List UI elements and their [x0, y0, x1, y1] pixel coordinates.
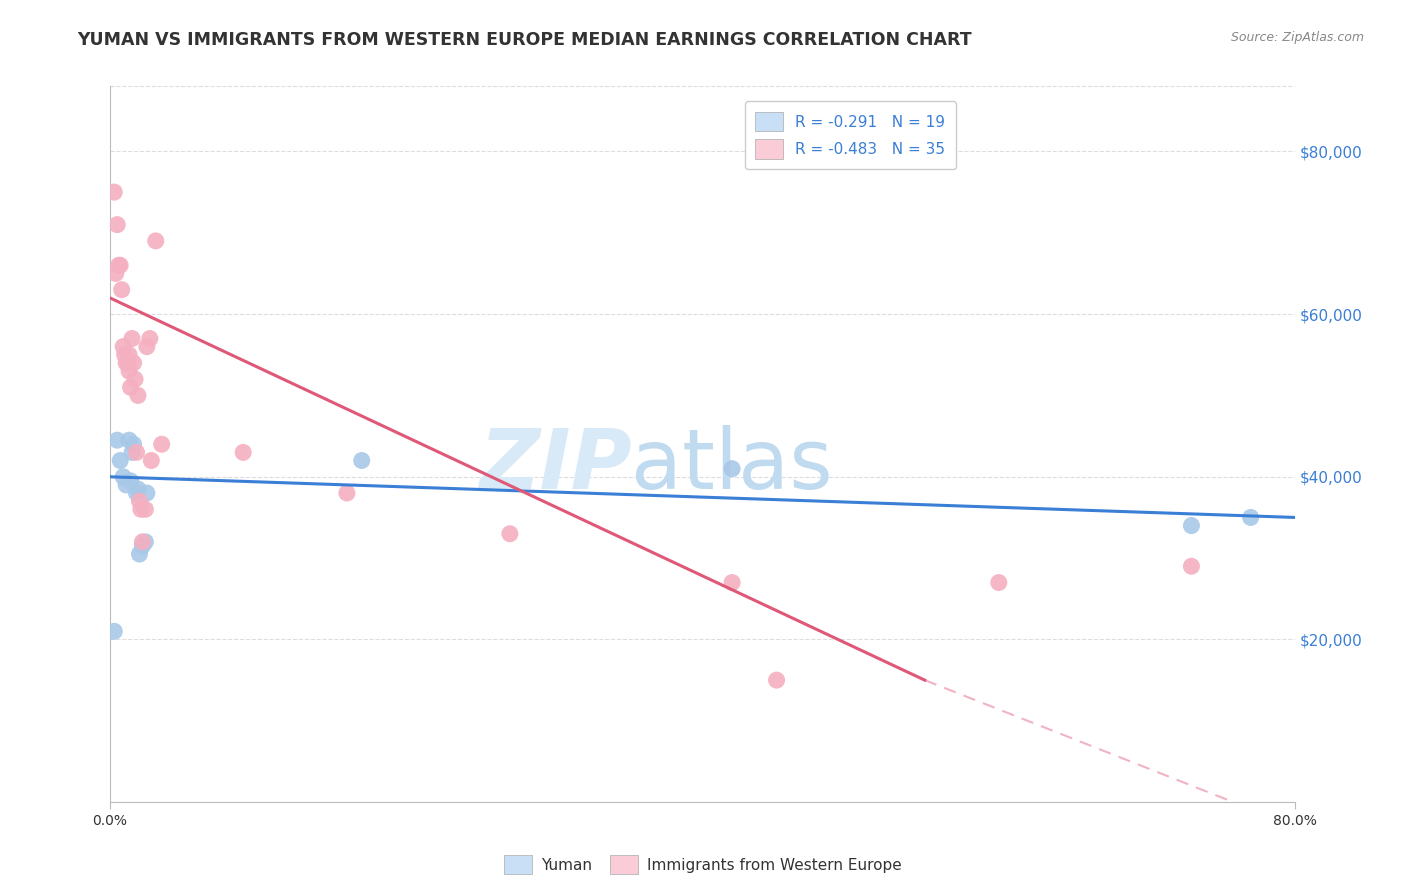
Point [150, 437, 173, 451]
Text: atlas: atlas [631, 425, 834, 507]
Point [124, 372, 146, 386]
Point [134, 502, 156, 516]
Point [112, 340, 135, 354]
Point [118, 433, 141, 447]
Point [118, 364, 141, 378]
Point [121, 331, 143, 345]
Legend: Yuman, Immigrants from Western Europe: Yuman, Immigrants from Western Europe [498, 849, 908, 880]
Point [115, 478, 138, 492]
Point [127, 388, 149, 402]
Point [125, 486, 148, 500]
Point [121, 445, 143, 459]
Point [232, 445, 254, 459]
Point [350, 453, 373, 467]
Point [721, 575, 744, 590]
Point [987, 575, 1010, 590]
Point [115, 356, 138, 370]
Point [135, 486, 157, 500]
Point [134, 534, 156, 549]
Point [108, 258, 131, 272]
Point [128, 547, 150, 561]
Point [141, 453, 163, 467]
Point [765, 673, 787, 687]
Point [118, 348, 141, 362]
Point [104, 267, 127, 281]
Point [139, 331, 162, 345]
Point [117, 356, 139, 370]
Point [1180, 518, 1202, 533]
Point [120, 380, 142, 394]
Point [127, 482, 149, 496]
Point [1240, 510, 1263, 524]
Point [105, 433, 128, 447]
Point [122, 437, 145, 451]
Point [145, 234, 167, 248]
Point [107, 258, 129, 272]
Point [336, 486, 359, 500]
Point [108, 453, 131, 467]
Point [114, 348, 136, 362]
Point [120, 474, 142, 488]
Point [112, 470, 135, 484]
Text: ZIP: ZIP [479, 425, 631, 507]
Point [1180, 559, 1202, 574]
Legend: R = -0.291   N = 19, R = -0.483   N = 35: R = -0.291 N = 19, R = -0.483 N = 35 [745, 101, 956, 169]
Point [131, 534, 153, 549]
Point [105, 218, 128, 232]
Text: YUMAN VS IMMIGRANTS FROM WESTERN EUROPE MEDIAN EARNINGS CORRELATION CHART: YUMAN VS IMMIGRANTS FROM WESTERN EUROPE … [77, 31, 972, 49]
Point [103, 624, 125, 639]
Point [131, 539, 153, 553]
Point [135, 340, 157, 354]
Point [111, 283, 134, 297]
Point [103, 185, 125, 199]
Point [129, 502, 152, 516]
Point [128, 494, 150, 508]
Point [125, 445, 148, 459]
Point [721, 461, 744, 475]
Text: Source: ZipAtlas.com: Source: ZipAtlas.com [1230, 31, 1364, 45]
Point [122, 356, 145, 370]
Point [499, 526, 522, 541]
